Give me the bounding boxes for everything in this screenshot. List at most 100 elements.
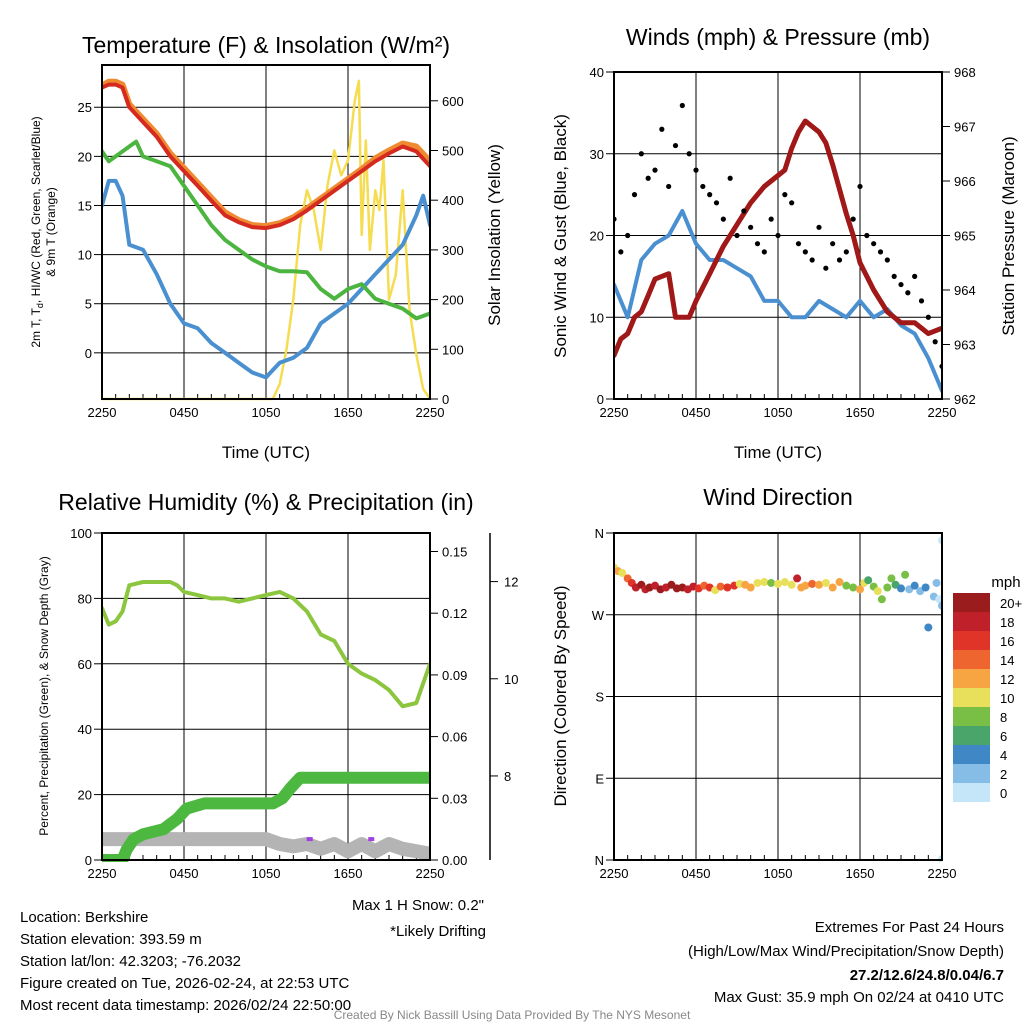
- speed-legend-swatch: [953, 612, 990, 631]
- extremes-values: 27.2/12.6/24.8/0.04/6.7: [850, 967, 1004, 984]
- gust-point: [905, 290, 911, 296]
- gust-point: [843, 249, 849, 255]
- wind-x-tick-label: 1650: [846, 405, 875, 420]
- snow-depth-tick-label: 10: [504, 672, 518, 687]
- wind-direction-point: [716, 582, 725, 591]
- temp-right-tick-label: 0: [442, 392, 449, 407]
- gust-point: [871, 241, 877, 247]
- speed-legend-label: 14: [1000, 653, 1014, 668]
- wind-direction-point: [842, 581, 851, 590]
- wind-y-tick-label: 20: [590, 229, 604, 244]
- max-snow-note: Max 1 H Snow: 0.2": [352, 897, 484, 914]
- station-elevation: Station elevation: 393.59 m: [20, 931, 202, 948]
- wind-right-tick-label: 963: [954, 338, 976, 353]
- extremes-title: Extremes For Past 24 Hours: [815, 919, 1004, 936]
- gust-point: [754, 241, 761, 247]
- speed-legend-swatch: [953, 669, 990, 688]
- wind-y-tick-label: 40: [590, 65, 604, 80]
- temp-y-label-part: 2m T, T: [29, 307, 43, 347]
- temp-y-label-part: , HI/WC (Red, Green, Scarlet/Blue): [29, 116, 43, 303]
- temp-chart-title: Temperature (F) & Insolation (W/m²): [82, 32, 450, 58]
- snow-depth-tick-label: 8: [504, 769, 511, 784]
- temp-y-label-subscript: d: [35, 303, 45, 308]
- rh-right-tick-label: 0.09: [442, 668, 467, 683]
- station-latlon: Station lat/lon: 42.3203; -76.2032: [20, 953, 241, 970]
- rh-series-snow-depth: [102, 832, 430, 861]
- gust-point: [645, 175, 651, 181]
- wind-direction-point: [753, 578, 762, 587]
- gust-point: [775, 232, 781, 239]
- temp-y-tick-label: 10: [78, 248, 92, 263]
- gust-point: [659, 126, 665, 132]
- direction-data: [614, 536, 942, 862]
- wind-y-tick-label: 10: [590, 310, 604, 325]
- wind-direction-point: [801, 581, 810, 590]
- gust-point: [932, 339, 938, 345]
- gust-point: [652, 167, 658, 173]
- gust-point: [672, 142, 679, 149]
- wind-right-tick-label: 964: [954, 283, 976, 298]
- speed-legend-swatch: [953, 631, 990, 650]
- wind-direction-point: [924, 623, 933, 632]
- likely-drifting-mark: [306, 837, 313, 842]
- gust-point: [761, 249, 767, 255]
- direction-y-tick-label: N: [595, 526, 604, 541]
- wind-direction-point: [873, 587, 882, 596]
- rh-data: [102, 580, 430, 862]
- gust-point: [631, 192, 638, 198]
- speed-legend-title: mph: [991, 574, 1020, 591]
- wind-direction-point: [856, 585, 864, 594]
- speed-legend-label: 10: [1000, 691, 1014, 706]
- wind-direction-point: [767, 578, 776, 587]
- gust-point: [850, 216, 856, 222]
- gust-point: [686, 151, 692, 157]
- wind-direction-point: [849, 583, 858, 592]
- speed-legend-swatch: [953, 593, 990, 612]
- gust-point: [700, 183, 706, 190]
- wind-direction-point: [760, 578, 769, 587]
- temp-data: [102, 78, 430, 401]
- wind-right-tick-label: 968: [954, 65, 976, 80]
- wind-plot-frame: [613, 71, 943, 400]
- gust-point: [857, 183, 863, 190]
- rh-x-tick-label: 1050: [252, 866, 281, 881]
- rh-x-tick-label: 2250: [88, 866, 117, 881]
- temp-right-tick-label: 500: [442, 143, 464, 158]
- rh-x-tick-label: 2250: [416, 866, 445, 881]
- extremes-fields: (High/Low/Max Wind/Precipitation/Snow De…: [688, 943, 1004, 960]
- direction-x-tick-label: 0450: [682, 866, 711, 881]
- temp-series-wind-chill: [102, 178, 430, 380]
- gust-point: [877, 249, 884, 255]
- direction-y-tick-label: E: [595, 771, 604, 786]
- station-location: Location: Berkshire: [20, 909, 148, 926]
- wind-direction-point: [921, 583, 930, 592]
- gust-point: [898, 281, 904, 288]
- gust-point: [720, 216, 726, 222]
- max-gust: Max Gust: 35.9 mph On 02/24 at 0410 UTC: [714, 989, 1004, 1006]
- temp-right-tick-label: 600: [442, 94, 464, 109]
- wind-right-tick-label: 966: [954, 174, 976, 189]
- gust-point: [816, 224, 822, 230]
- gust-point: [734, 232, 740, 239]
- wind-right-tick-label: 962: [954, 392, 976, 407]
- speed-legend-swatch: [953, 650, 990, 669]
- wind-direction-point: [828, 583, 837, 592]
- wind-direction-point: [821, 578, 830, 587]
- rh-right-tick-label: 0.00: [442, 853, 467, 868]
- figure-created: Figure created on Tue, 2026-02-24, at 22…: [20, 975, 350, 992]
- wind-direction-point: [901, 570, 910, 579]
- wind-x-tick-label: 1050: [764, 405, 793, 420]
- rh-right-tick-label: 0.06: [442, 730, 467, 745]
- wind-x-axis-label: Time (UTC): [734, 443, 822, 462]
- rh-right-tick-label: 0.15: [442, 545, 467, 560]
- rh-x-tick-label: 1650: [334, 866, 363, 881]
- direction-x-tick-label: 2250: [928, 866, 957, 881]
- speed-legend-swatch: [953, 745, 990, 764]
- direction-y-axis-label: Direction (Colored By Speed): [551, 585, 570, 806]
- speed-legend-label: 0: [1000, 786, 1007, 801]
- gust-point: [912, 273, 918, 279]
- wind-direction-point: [897, 584, 905, 593]
- temp-right-tick-label: 200: [442, 293, 464, 308]
- temp-right-axis-label: Solar Insolation (Yellow): [485, 144, 504, 326]
